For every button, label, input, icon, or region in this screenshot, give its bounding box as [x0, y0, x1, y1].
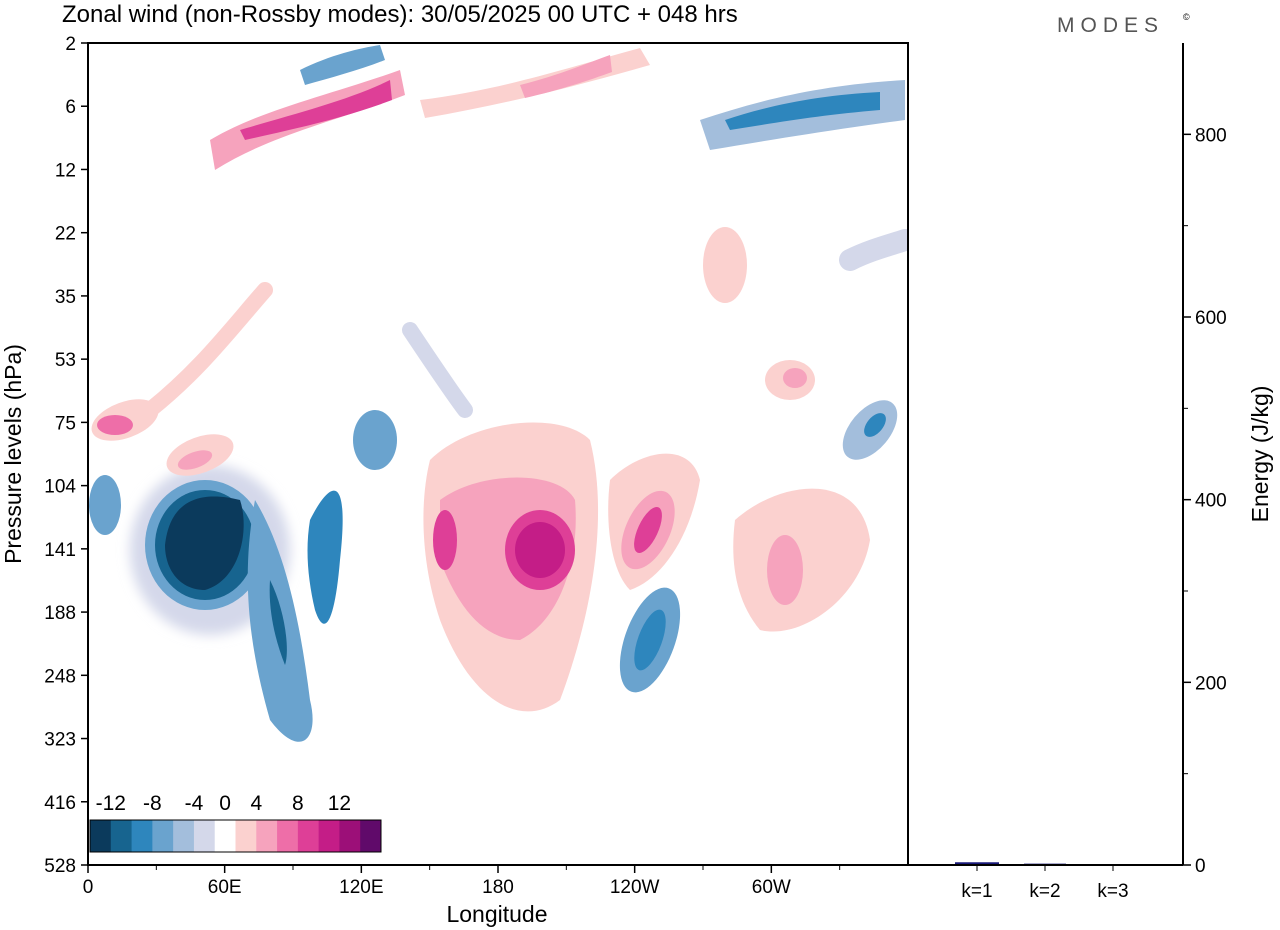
band-top-blue [300, 45, 385, 85]
energy-tick-label: 200 [1195, 673, 1227, 694]
blob-lon285-pink [703, 227, 747, 303]
colorbar-swatch [110, 820, 133, 852]
y-tick-label: 2 [65, 34, 76, 55]
energy-axis-title: Energy (J/kg) [1247, 386, 1273, 523]
blob-lon8-core [97, 415, 133, 435]
blob-far-blue-core [634, 609, 666, 671]
colorbar-swatch [297, 820, 320, 852]
colorbar-swatch [173, 820, 195, 852]
brand-logo: MODES [1057, 14, 1164, 37]
y-tick-label: 248 [44, 666, 76, 687]
blob-lon300-core [767, 535, 803, 605]
colorbar-swatch [318, 820, 340, 852]
x-axis-title: Longitude [446, 901, 547, 927]
y-tick-label: 53 [55, 350, 76, 371]
brand-mark: © [1183, 12, 1190, 22]
x-tick-label: 0 [83, 877, 94, 898]
energy-y-axis: 0 200 400 600 800 [1183, 125, 1227, 877]
blob-lon308-core [783, 368, 807, 388]
x-tick-label: 120W [610, 877, 660, 898]
heatmap-field [89, 45, 908, 742]
blob-far-pink-core [634, 506, 662, 554]
streak-blue [402, 322, 473, 418]
blob-blue-small [353, 410, 397, 470]
band-upper-blue-core [725, 92, 880, 130]
y-tick-label: 35 [55, 287, 76, 308]
streak-blue-east [839, 229, 908, 271]
band-upper-pink-core [520, 55, 612, 98]
colorbar-swatch [235, 820, 257, 852]
blob-lon348-core [864, 413, 886, 437]
y-axis-title: Pressure levels (hPa) [0, 344, 26, 564]
x-tick-label: 180 [482, 877, 514, 898]
y-tick-label: 323 [44, 730, 76, 751]
colorbar-label: -8 [143, 792, 162, 815]
colorbar-frame [89, 819, 382, 853]
x-tick-label: 120E [339, 877, 383, 898]
y-tick-label: 75 [55, 413, 76, 434]
y-tick-label: 528 [44, 856, 76, 877]
colorbar-swatch [360, 820, 382, 852]
y-tick-label: 188 [44, 603, 76, 624]
colorbar-swatch [131, 820, 153, 852]
colorbar-swatch [214, 820, 236, 852]
colorbar: -12 -8 -4 0 4 8 12 [85, 785, 390, 863]
colorbar-swatch [339, 820, 361, 852]
blob-lon48-core [177, 450, 213, 470]
colorbar-swatch [193, 820, 216, 852]
y-tick-label: 416 [44, 793, 76, 814]
colorbar-swatch [277, 820, 299, 852]
colorbar-swatch [256, 820, 278, 852]
column-blue [307, 490, 343, 624]
tongue-blue-core [269, 580, 287, 665]
y-axis-pressure: 2 6 12 22 35 53 75 104 141 188 248 323 416 528 [44, 34, 88, 877]
colorbar-swatch [152, 820, 174, 852]
colorbar-label: 12 [328, 792, 351, 815]
energy-category-label: k=3 [1097, 881, 1128, 902]
x-tick-label: 60E [208, 877, 242, 898]
colorbar-swatch [90, 820, 112, 852]
energy-bar [955, 862, 999, 865]
colorbar-label: 4 [250, 792, 262, 815]
y-tick-label: 22 [55, 224, 76, 245]
colorbar-label: 8 [292, 792, 304, 815]
blob-east-side [433, 510, 457, 570]
y-tick-label: 12 [55, 160, 76, 181]
energy-category-label: k=1 [961, 881, 992, 902]
energy-panel: k=1 k=2 k=3 0 200 400 600 800 Energy (J/kg) [907, 43, 1273, 902]
y-tick-label: 104 [44, 477, 76, 498]
blob-east-inner [515, 522, 565, 578]
jet-band-upper-core [240, 80, 392, 140]
energy-tick-label: 600 [1195, 308, 1227, 329]
y-tick-label: 6 [65, 97, 76, 118]
energy-category-label: k=2 [1029, 881, 1060, 902]
blob-west-core [165, 496, 244, 590]
chart-title: Zonal wind (non-Rossby modes): 30/05/202… [62, 1, 738, 28]
colorbar-label: 0 [219, 792, 231, 815]
y-tick-label: 141 [44, 540, 76, 561]
colorbar-label: -4 [185, 792, 204, 815]
energy-tick-label: 400 [1195, 491, 1227, 512]
x-tick-label: 60W [752, 877, 791, 898]
colorbar-label: -12 [96, 792, 126, 815]
streak-pink [142, 282, 273, 418]
blob-blue-edge [89, 475, 121, 535]
energy-tick-label: 0 [1195, 856, 1206, 877]
x-axis-longitude: 0 60E 120E 180 120W 60W [83, 865, 841, 898]
energy-tick-label: 800 [1195, 125, 1227, 146]
heatmap-plot-area: -12 -8 -4 0 4 8 12 [85, 42, 909, 866]
